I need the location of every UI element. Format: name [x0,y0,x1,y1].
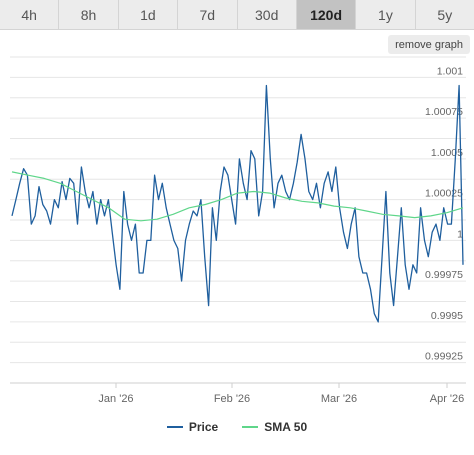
y-tick-label: 1.00075 [425,106,463,118]
price-line-swatch [166,426,183,428]
legend-item-price[interactable]: Price [166,420,219,434]
tab-5y[interactable]: 5y [415,0,474,30]
legend-label-sma50: SMA 50 [264,420,308,434]
x-axis-labels: Jan '26 Feb '26 Mar '26 Apr '26 [98,383,464,405]
tab-8h[interactable]: 8h [59,0,119,30]
y-tick-label: 1.001 [437,65,463,77]
y-tick-label: 0.99925 [425,351,463,363]
x-tick-label: Feb '26 [214,393,250,405]
y-tick-label: 1.0005 [431,147,463,159]
y-tick-label: 1 [457,228,463,240]
remove-graph-button[interactable]: remove graph [388,35,470,54]
x-tick-label: Mar '26 [321,393,357,405]
tab-30d[interactable]: 30d [237,0,297,30]
tab-1y[interactable]: 1y [356,0,416,30]
legend-label-price: Price [188,420,219,434]
series-lines [11,84,464,323]
tab-1d[interactable]: 1d [118,0,179,30]
y-tick-label: 0.99975 [425,269,463,281]
sma50-line-swatch [242,426,259,428]
y-tick-label: 0.9995 [431,310,463,322]
price-series-line [11,84,464,323]
x-tick-label: Apr '26 [430,393,465,405]
tab-4h[interactable]: 4h [0,0,60,30]
x-tick-label: Jan '26 [98,393,133,405]
tab-7d[interactable]: 7d [178,0,238,30]
legend-item-sma50[interactable]: SMA 50 [242,420,307,434]
time-range-tabs: 4h 8h 1d 7d 30d 120d 1y 5y [0,0,474,30]
legend: Price SMA 50 [0,420,474,434]
tab-120d[interactable]: 120d [296,0,357,30]
sma50-series-line [11,171,464,222]
y-tick-label: 1.00025 [425,188,463,200]
